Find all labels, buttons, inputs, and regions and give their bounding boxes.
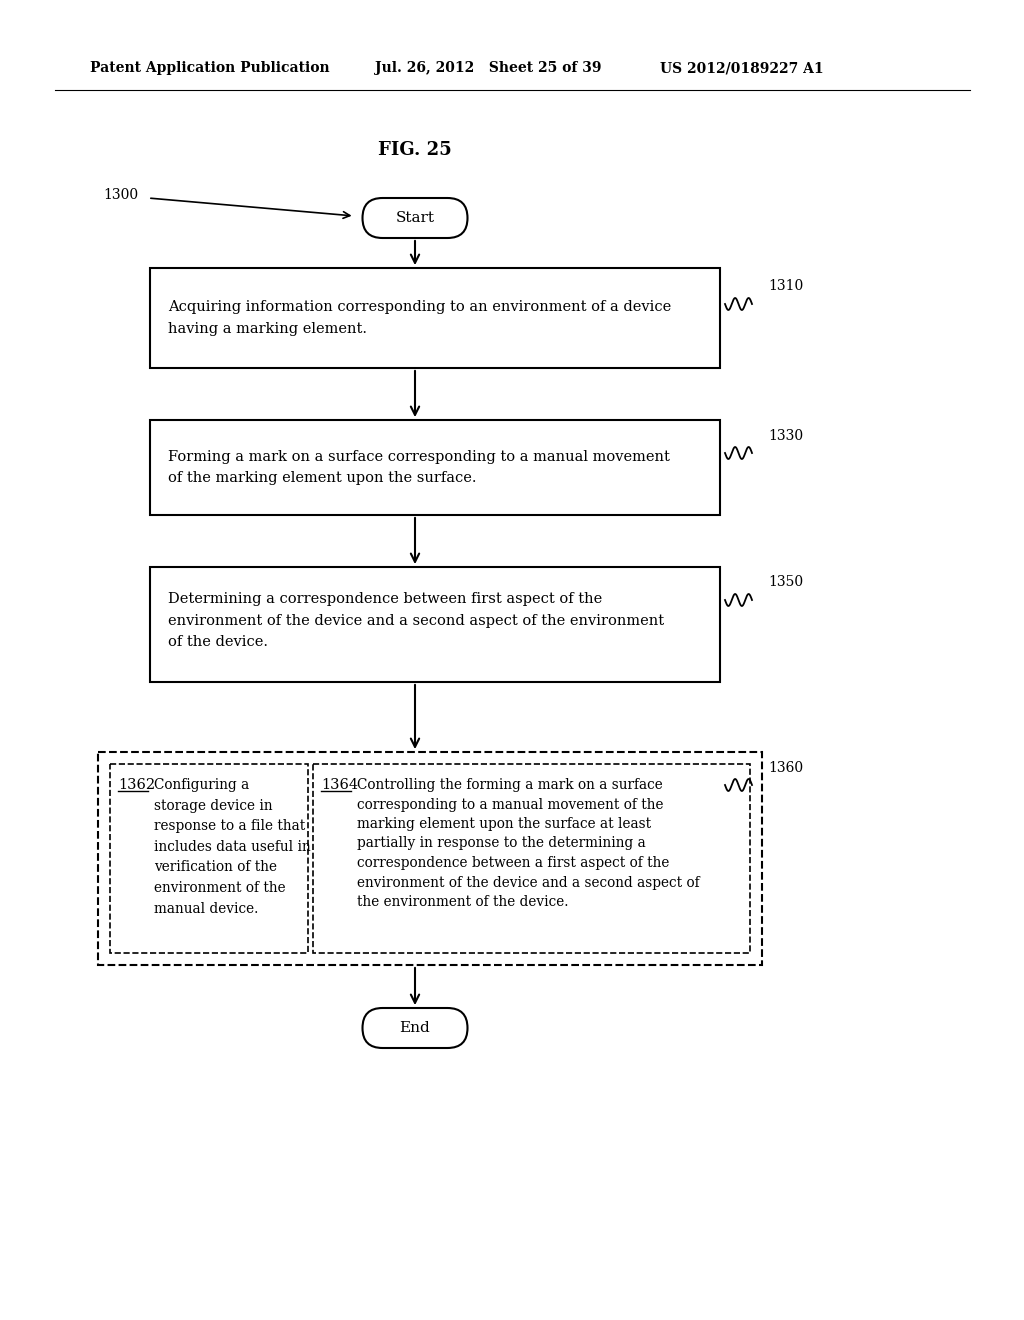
Text: 1350: 1350 [768,576,803,589]
Bar [110,764,308,953]
Bar [150,420,720,515]
Text: 1310: 1310 [768,279,803,293]
Text: Patent Application Publication: Patent Application Publication [90,61,330,75]
Bar [313,764,750,953]
Text: Configuring a
storage device in
response to a file that
includes data useful in
: Configuring a storage device in response… [154,777,310,916]
Text: 1364: 1364 [321,777,358,792]
Text: Jul. 26, 2012   Sheet 25 of 39: Jul. 26, 2012 Sheet 25 of 39 [375,61,601,75]
Bar [150,568,720,682]
Text: 1362: 1362 [118,777,155,792]
FancyBboxPatch shape [362,198,468,238]
Text: 1330: 1330 [768,429,803,444]
Text: Acquiring information corresponding to an environment of a device
having a marki: Acquiring information corresponding to a… [168,300,672,335]
Text: 1300: 1300 [102,187,138,202]
Text: 1360: 1360 [768,762,803,775]
Text: US 2012/0189227 A1: US 2012/0189227 A1 [660,61,823,75]
Bar [150,268,720,368]
Text: End: End [399,1020,430,1035]
Text: Forming a mark on a surface corresponding to a manual movement
of the marking el: Forming a mark on a surface correspondin… [168,450,670,486]
Text: FIG. 25: FIG. 25 [378,141,452,158]
FancyBboxPatch shape [362,1008,468,1048]
Bar [98,752,762,965]
Text: Controlling the forming a mark on a surface
corresponding to a manual movement o: Controlling the forming a mark on a surf… [357,777,699,909]
Text: Determining a correspondence between first aspect of the
environment of the devi: Determining a correspondence between fir… [168,591,665,649]
Text: Start: Start [395,211,434,224]
